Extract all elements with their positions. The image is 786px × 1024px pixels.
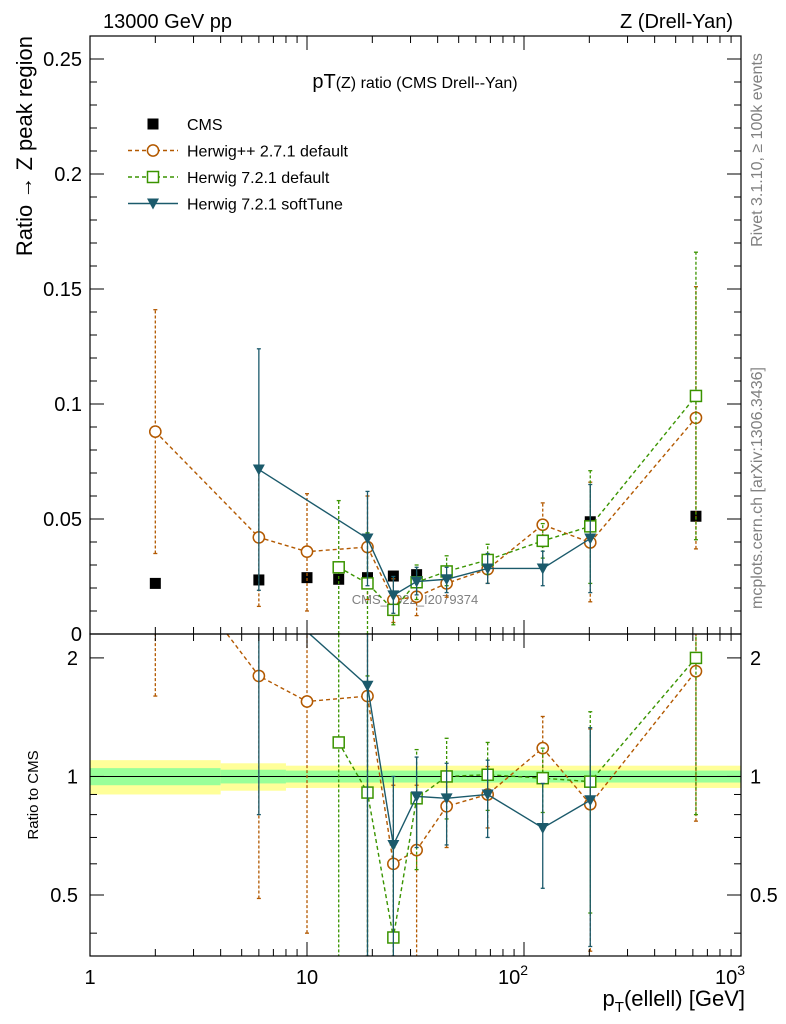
top-point-softtune-4 (440, 574, 453, 586)
top-point-softtune-1 (361, 533, 374, 545)
legend-item-herwigpp: Herwig++ 2.7.1 default (128, 144, 349, 161)
top-point-softtune-2 (387, 590, 400, 602)
bottom-line-herwigpp (226, 634, 697, 865)
legend-marker-herwig721 (146, 170, 160, 184)
bottom-point-softtune-3 (410, 791, 423, 803)
legend-marker-softtune (147, 198, 159, 210)
rivet-label: Rivet 3.1.10, ≥ 100k events (749, 53, 766, 247)
top-point-softtune-7 (584, 533, 597, 545)
top-title: pT(Z) ratio (CMS Drell--Yan) (312, 71, 517, 93)
top-ytick-label-0: 0 (71, 624, 82, 646)
top-point-cms-0 (149, 577, 161, 589)
top-ytick-label-1: 0.05 (43, 509, 82, 531)
bottom-series-softtune (256, 634, 597, 956)
axis-ticks: 0 0.05 0.1 0.15 0.2 0.25 0.5 0.5 1 1 2 2 1 10 102 103 (43, 35, 778, 989)
legend: CMS Herwig++ 2.7.1 default Herwig 7.2.1 de… (128, 117, 349, 214)
bottom-point-softtune-2 (387, 839, 400, 851)
top-point-softtune-6 (536, 563, 549, 575)
legend-label-cms: CMS (187, 117, 223, 134)
top-ytick-label-4: 0.2 (54, 164, 82, 186)
top-series-softtune (252, 348, 597, 614)
legend-item-cms: CMS (147, 117, 223, 134)
bottom-line-herwig721 (338, 657, 697, 938)
legend-item-softtune: Herwig 7.2.1 softTune (128, 197, 343, 214)
bottom-point-herwig721-0 (332, 736, 345, 749)
bottom-point-herwig721-6 (536, 771, 549, 785)
top-line-herwig721 (338, 395, 697, 611)
top-point-herwigpp-8 (536, 518, 550, 532)
bottom-point-herwig721-8 (689, 651, 703, 665)
legend-marker-cms (147, 118, 159, 130)
top-point-softtune-5 (481, 563, 494, 575)
mcplots-label: mcplots.cern.ch [arXiv:1306.3436] (749, 367, 766, 609)
top-point-softtune-3 (410, 576, 423, 588)
bottom-ylabel: Ratio to CMS (25, 750, 42, 839)
xtick-label-3: 103 (715, 962, 745, 989)
bottom-panel-data (153, 634, 703, 956)
x-axis-title: pT(ellell) [GeV] (603, 986, 745, 1016)
top-point-herwig721-8 (689, 389, 703, 403)
top-ylabel: Ratio → Z peak region (12, 36, 37, 256)
top-point-cms-2 (301, 572, 313, 584)
bottom-series-herwigpp (153, 634, 703, 956)
top-line-herwigpp (154, 417, 697, 601)
header-right: Z (Drell-Yan) (620, 11, 733, 33)
ratio-uncertainty-band (90, 760, 741, 795)
bottom-point-softtune-6 (536, 822, 549, 834)
top-line-softtune (258, 468, 591, 597)
bottom-point-softtune-7 (584, 795, 597, 807)
xtick-label-0: 1 (84, 967, 95, 989)
top-series-herwigpp (148, 286, 703, 624)
top-point-herwig721-6 (536, 534, 549, 548)
top-ytick-label-5: 0.25 (43, 49, 82, 71)
bottom-point-softtune-4 (440, 793, 453, 805)
bottom-line-softtune (308, 634, 591, 848)
bottom-point-herwigpp-2 (300, 695, 314, 708)
legend-label-herwig721: Herwig 7.2.1 default (187, 170, 330, 187)
bottom-ytick-label-right-2: 2 (750, 648, 761, 670)
legend-label-softtune: Herwig 7.2.1 softTune (187, 197, 343, 214)
legend-label-herwigpp: Herwig++ 2.7.1 default (187, 144, 349, 161)
top-point-herwigpp-2 (300, 545, 314, 559)
top-ytick-label-3: 0.15 (43, 279, 82, 301)
bottom-ytick-label-left-0: 0.5 (50, 885, 78, 907)
top-point-herwig721-0 (332, 561, 345, 574)
top-panel-data (148, 251, 703, 634)
bottom-ytick-label-left-2: 2 (67, 648, 78, 670)
bottom-panel-frame (89, 633, 742, 957)
bottom-point-softtune-1 (361, 680, 374, 692)
legend-marker-herwigpp (146, 144, 160, 157)
header-left: 13000 GeV pp (103, 11, 232, 33)
top-point-cms-3 (333, 573, 345, 585)
top-series-cms (149, 510, 702, 589)
xtick-label-2: 102 (498, 962, 528, 989)
bottom-ytick-label-right-1: 1 (750, 766, 761, 788)
top-point-herwigpp-0 (148, 425, 162, 438)
bottom-ytick-label-right-0: 0.5 (750, 885, 778, 907)
bottom-point-softtune-5 (481, 789, 494, 801)
xtick-label-1: 10 (296, 967, 318, 989)
bottom-ytick-label-left-1: 1 (67, 766, 78, 788)
legend-item-herwig721: Herwig 7.2.1 default (128, 170, 330, 187)
top-ytick-label-2: 0.1 (54, 394, 82, 416)
top-point-softtune-0 (252, 464, 265, 476)
